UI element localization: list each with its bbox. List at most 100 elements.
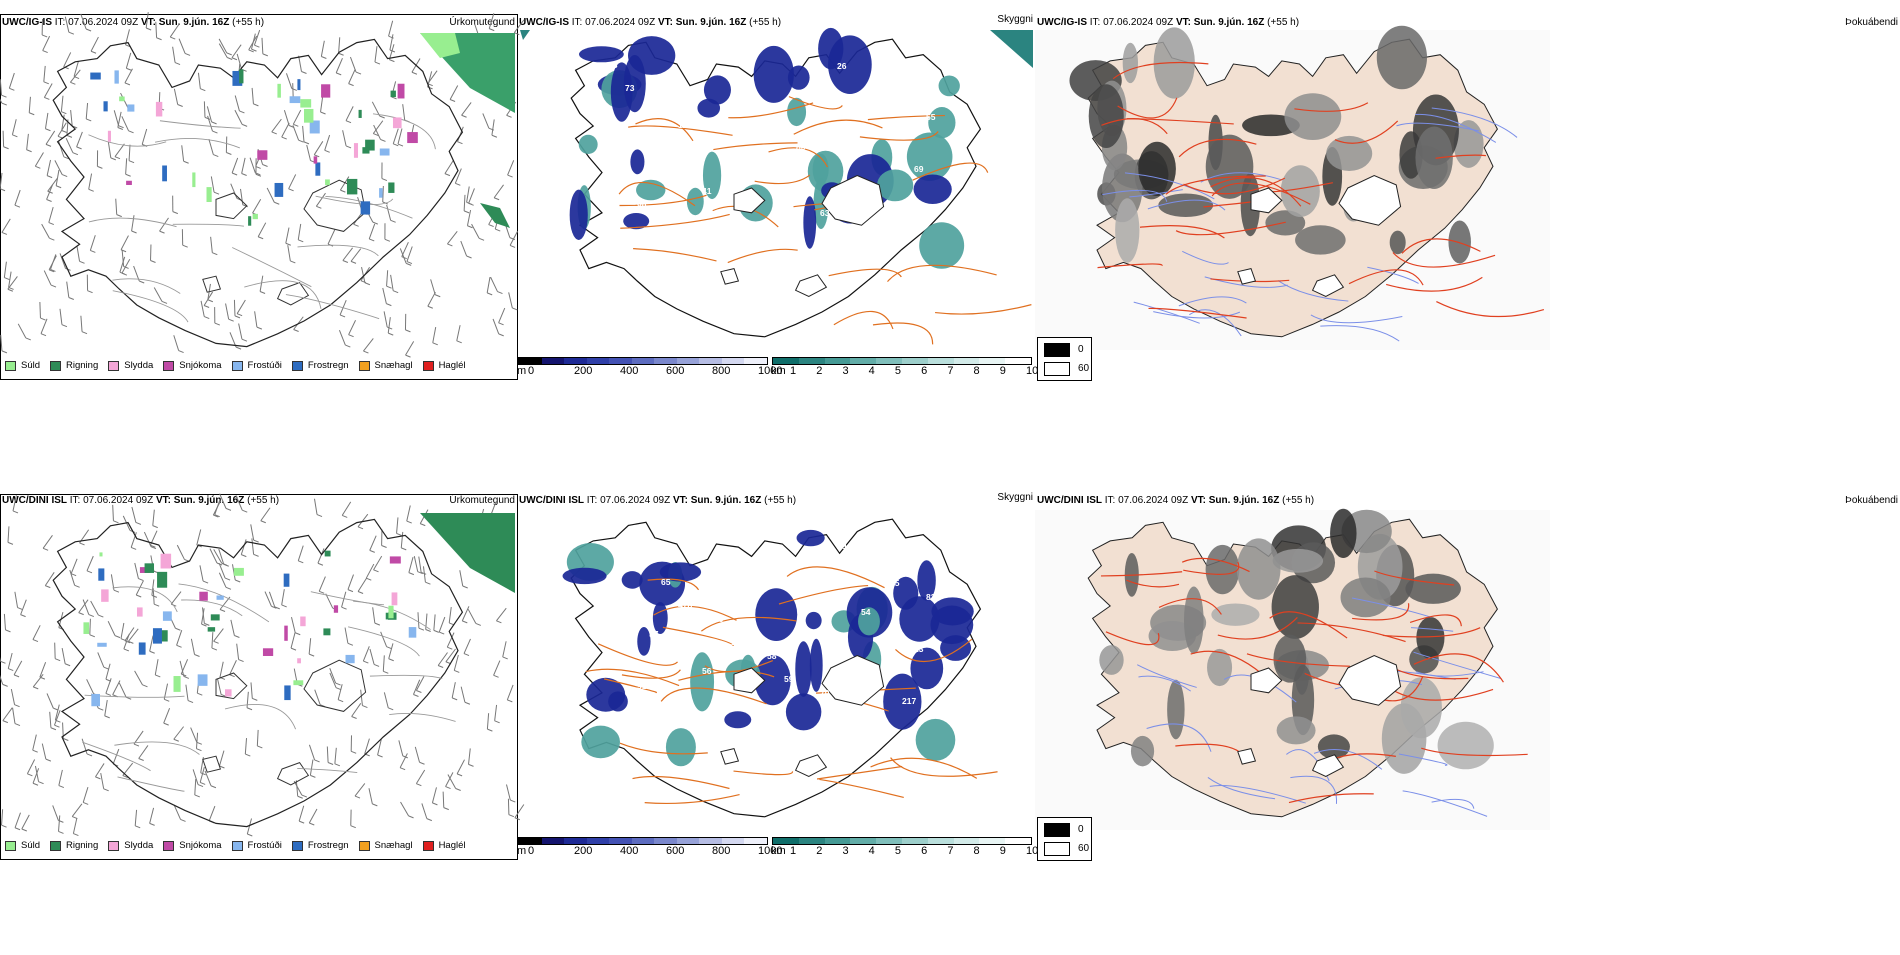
wind-barb [291,617,295,633]
precip-cell [208,627,215,631]
wind-barb [363,351,368,353]
fog-area [1415,127,1452,189]
road [225,704,296,729]
wind-barb [321,112,326,114]
wind-barb [47,199,52,201]
fog-map [1035,28,1550,358]
colorbar-tick: 5 [895,845,901,857]
legend-label: Frostúði [248,840,282,851]
wind-barb [8,542,13,544]
wind-barb [106,693,111,695]
wind-barb [198,73,200,89]
wind-barb [492,119,494,135]
colorbar-tick: 600 [666,845,684,857]
fog-title: Þokuábendi [1845,495,1898,506]
precip-cell [153,628,162,643]
precip-cell [323,628,330,635]
wind-barb [65,664,70,666]
wind-barb [383,288,387,304]
wind-barb [464,639,470,654]
wind-barb [8,669,13,671]
wind-barb [144,532,151,547]
visibility-value-label: 60 [613,135,623,145]
wind-barb [382,179,387,181]
wind-barb [173,212,178,214]
precip-cell [392,592,398,605]
visibility-value-label: 63 [608,540,618,550]
precip-cell [156,102,162,117]
legend-swatch [5,361,16,371]
wind-barb [435,295,440,297]
colorbar-bin [799,358,825,364]
visibility-value-label: 13 [731,637,741,647]
wind-barb [425,582,430,584]
wind-barb [55,659,60,661]
legend-label: Súld [21,360,40,371]
colorbar-tick: 200 [574,845,592,857]
wind-barb [339,53,344,55]
wind-barb [418,612,419,628]
wind-barb [62,131,67,133]
wind-barb [43,51,48,53]
wind-barb [80,543,85,545]
wind-barb [50,254,55,269]
wind-barb [174,727,184,740]
wind-barb [373,222,378,224]
fog-area [1206,545,1240,594]
colorbar-tick: 3 [842,365,848,377]
visibility-value-label: 48 [661,97,671,107]
wind-barb [252,538,254,554]
wind-barb [12,119,16,135]
wind-barb [170,37,175,39]
wind-barb [405,330,410,332]
wind-barb [181,659,187,674]
wind-barb [122,116,129,131]
visibility-value-label: 83 [926,592,936,602]
wind-barb [0,669,3,684]
wind-barb [291,648,296,650]
road [819,779,903,797]
wind-barb [175,628,180,630]
precip-cell [97,643,106,647]
visibility-value-label: 08 [755,223,765,233]
visibility-value-label: 82 [808,570,818,580]
wind-barb [372,804,377,806]
wind-barb [174,335,179,350]
wind-barb [72,817,77,819]
wind-barb [407,262,412,264]
wind-barb [3,721,8,723]
wind-barb [44,97,49,99]
wind-barb [44,82,49,84]
visibility-value-label: 59 [784,674,794,684]
wind-barb [183,245,188,247]
wind-barb [449,607,451,623]
legend-swatch [232,841,243,851]
wind-barb [231,184,237,199]
wind-barb [241,555,246,557]
wind-barb [212,648,217,650]
legend-swatch [163,841,174,851]
colorbar-bin [954,358,980,364]
wind-barb [494,675,499,677]
visibility-value-label: 478 [678,600,692,610]
wind-barb [87,571,92,573]
wind-barb [254,45,259,47]
wind-barb [298,561,303,563]
precip-cell [119,96,125,101]
glacier-outline [203,276,221,292]
wind-barb [321,56,326,58]
fog-area [1277,716,1316,744]
wind-barb [181,819,186,821]
wind-barb [289,174,296,188]
fog-area [1448,220,1471,263]
wind-barb [153,526,158,528]
wind-barb [387,327,392,329]
wind-barb [182,145,184,161]
wind-barb [288,245,291,261]
wind-barb [91,51,96,53]
wind-barb [263,54,268,56]
fog-area [1273,635,1306,683]
wind-barb [43,535,52,548]
colorbar-tick: 7 [947,365,953,377]
